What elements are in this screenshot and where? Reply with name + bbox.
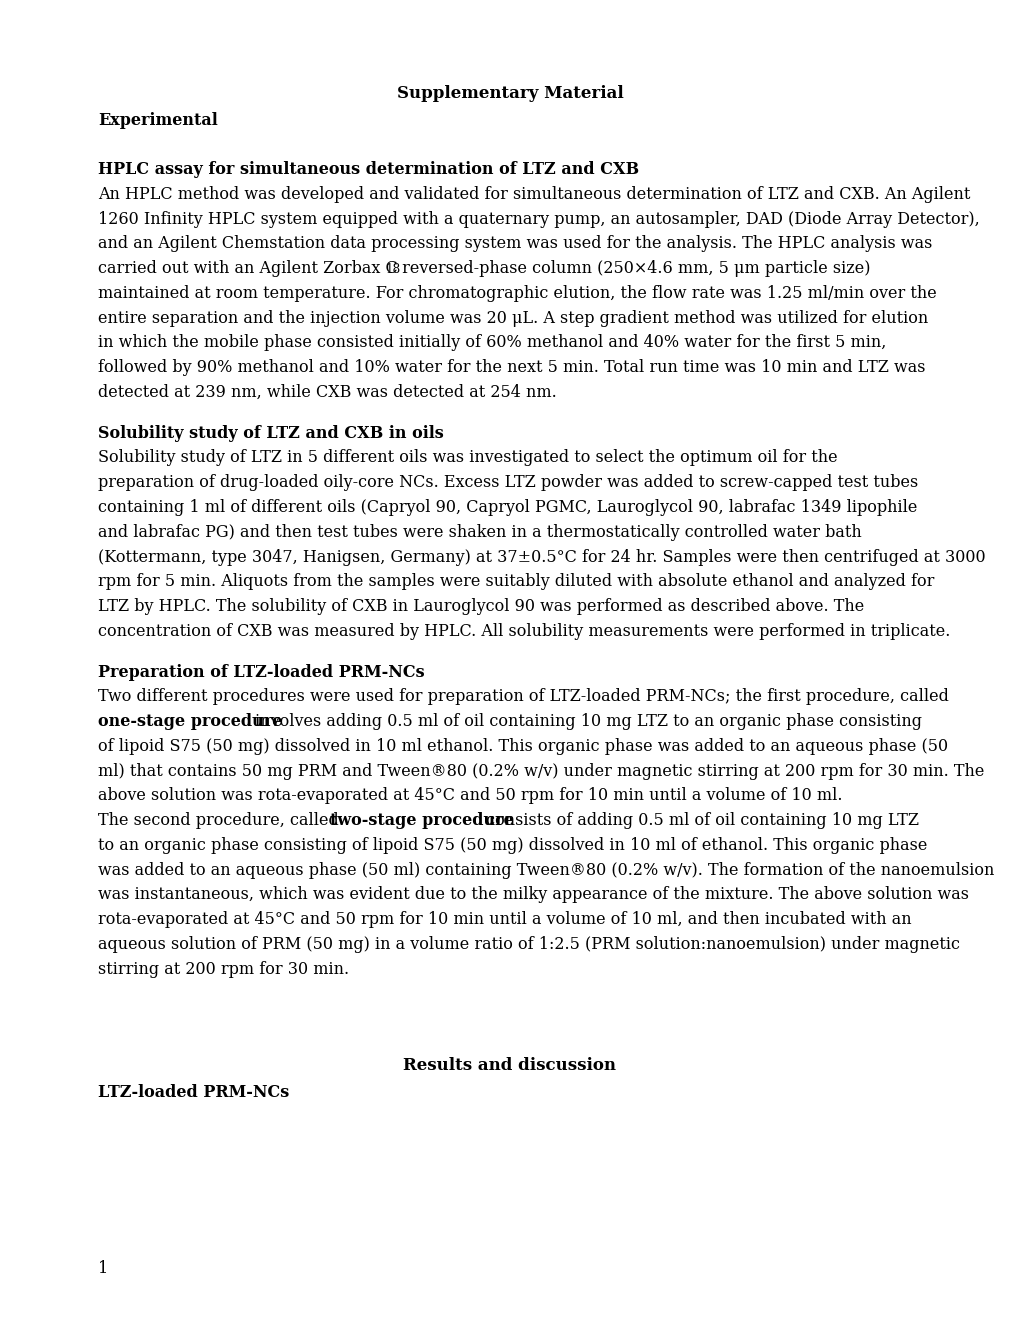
Text: and labrafac PG) and then test tubes were shaken in a thermostatically controlle: and labrafac PG) and then test tubes wer… — [98, 524, 861, 541]
Text: above solution was rota-evaporated at 45°C and 50 rpm for 10 min until a volume : above solution was rota-evaporated at 45… — [98, 787, 842, 804]
Text: to an organic phase consisting of lipoid S75 (50 mg) dissolved in 10 ml of ethan: to an organic phase consisting of lipoid… — [98, 837, 926, 854]
Text: The second procedure, called: The second procedure, called — [98, 812, 343, 829]
Text: 18: 18 — [385, 263, 400, 276]
Text: HPLC assay for simultaneous determination of LTZ and CXB: HPLC assay for simultaneous determinatio… — [98, 161, 639, 178]
Text: detected at 239 nm, while CXB was detected at 254 nm.: detected at 239 nm, while CXB was detect… — [98, 384, 556, 401]
Text: consists of adding 0.5 ml of oil containing 10 mg LTZ: consists of adding 0.5 ml of oil contain… — [481, 812, 918, 829]
Text: concentration of CXB was measured by HPLC. All solubility measurements were perf: concentration of CXB was measured by HPL… — [98, 623, 950, 640]
Text: followed by 90% methanol and 10% water for the next 5 min. Total run time was 10: followed by 90% methanol and 10% water f… — [98, 359, 924, 376]
Text: LTZ-loaded PRM-NCs: LTZ-loaded PRM-NCs — [98, 1084, 289, 1101]
Text: Preparation of LTZ-loaded PRM-NCs: Preparation of LTZ-loaded PRM-NCs — [98, 664, 424, 681]
Text: reversed-phase column (250×4.6 mm, 5 μm particle size): reversed-phase column (250×4.6 mm, 5 μm … — [397, 260, 870, 277]
Text: two-stage procedure: two-stage procedure — [329, 812, 513, 829]
Text: 1260 Infinity HPLC system equipped with a quaternary pump, an autosampler, DAD (: 1260 Infinity HPLC system equipped with … — [98, 211, 979, 227]
Text: LTZ by HPLC. The solubility of CXB in Lauroglycol 90 was performed as described : LTZ by HPLC. The solubility of CXB in La… — [98, 598, 863, 615]
Text: ml) that contains 50 mg PRM and Tween®80 (0.2% w/v) under magnetic stirring at 2: ml) that contains 50 mg PRM and Tween®80… — [98, 763, 983, 780]
Text: was added to an aqueous phase (50 ml) containing Tween®80 (0.2% w/v). The format: was added to an aqueous phase (50 ml) co… — [98, 862, 994, 879]
Text: aqueous solution of PRM (50 mg) in a volume ratio of 1:2.5 (PRM solution:nanoemu: aqueous solution of PRM (50 mg) in a vol… — [98, 936, 959, 953]
Text: Supplementary Material: Supplementary Material — [396, 84, 623, 102]
Text: containing 1 ml of different oils (Capryol 90, Capryol PGMC, Lauroglycol 90, lab: containing 1 ml of different oils (Capry… — [98, 499, 916, 516]
Text: preparation of drug-loaded oily-core NCs. Excess LTZ powder was added to screw-c: preparation of drug-loaded oily-core NCs… — [98, 474, 917, 491]
Text: rpm for 5 min. Aliquots from the samples were suitably diluted with absolute eth: rpm for 5 min. Aliquots from the samples… — [98, 573, 933, 590]
Text: Results and discussion: Results and discussion — [404, 1057, 615, 1074]
Text: involves adding 0.5 ml of oil containing 10 mg LTZ to an organic phase consistin: involves adding 0.5 ml of oil containing… — [250, 713, 921, 730]
Text: maintained at room temperature. For chromatographic elution, the flow rate was 1: maintained at room temperature. For chro… — [98, 285, 935, 302]
Text: stirring at 200 rpm for 30 min.: stirring at 200 rpm for 30 min. — [98, 961, 348, 978]
Text: Two different procedures were used for preparation of LTZ-loaded PRM-NCs; the fi: Two different procedures were used for p… — [98, 688, 948, 705]
Text: entire separation and the injection volume was 20 μL. A step gradient method was: entire separation and the injection volu… — [98, 310, 927, 327]
Text: carried out with an Agilent Zorbax C: carried out with an Agilent Zorbax C — [98, 260, 397, 277]
Text: Solubility study of LTZ and CXB in oils: Solubility study of LTZ and CXB in oils — [98, 425, 443, 442]
Text: of lipoid S75 (50 mg) dissolved in 10 ml ethanol. This organic phase was added t: of lipoid S75 (50 mg) dissolved in 10 ml… — [98, 738, 948, 755]
Text: Solubility study of LTZ in 5 different oils was investigated to select the optim: Solubility study of LTZ in 5 different o… — [98, 450, 837, 466]
Text: Experimental: Experimental — [98, 112, 217, 128]
Text: in which the mobile phase consisted initially of 60% methanol and 40% water for : in which the mobile phase consisted init… — [98, 334, 886, 351]
Text: rota-evaporated at 45°C and 50 rpm for 10 min until a volume of 10 ml, and then : rota-evaporated at 45°C and 50 rpm for 1… — [98, 911, 911, 928]
Text: one-stage procedure: one-stage procedure — [98, 713, 282, 730]
Text: and an Agilent Chemstation data processing system was used for the analysis. The: and an Agilent Chemstation data processi… — [98, 235, 931, 252]
Text: 1: 1 — [98, 1261, 108, 1276]
Text: An HPLC method was developed and validated for simultaneous determination of LTZ: An HPLC method was developed and validat… — [98, 186, 969, 203]
Text: (Kottermann, type 3047, Hanigsen, Germany) at 37±0.5°C for 24 hr. Samples were t: (Kottermann, type 3047, Hanigsen, German… — [98, 549, 984, 565]
Text: was instantaneous, which was evident due to the milky appearance of the mixture.: was instantaneous, which was evident due… — [98, 886, 968, 903]
